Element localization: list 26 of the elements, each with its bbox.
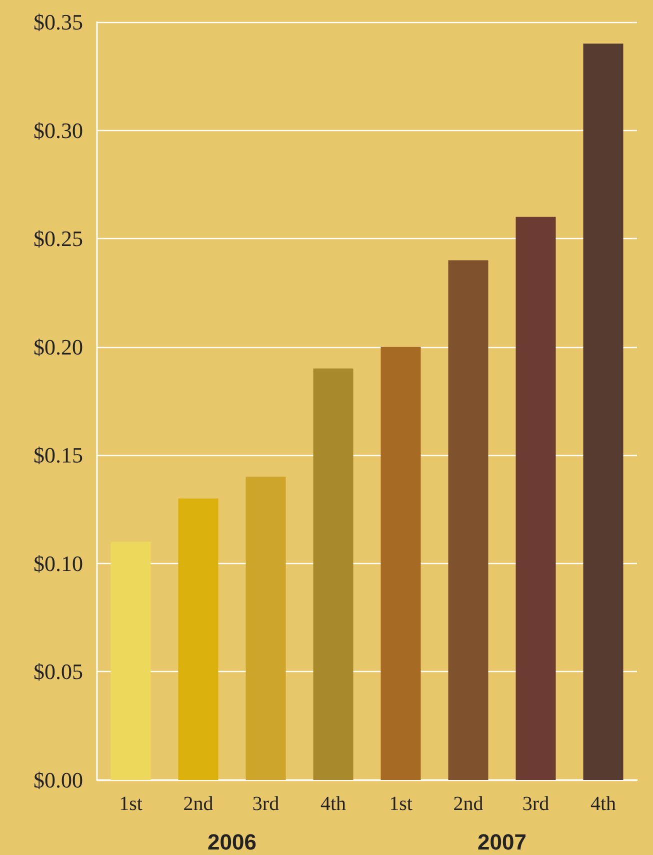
x-tick-label: 3rd: [252, 793, 280, 815]
bar: [516, 216, 556, 780]
bar: [110, 542, 151, 780]
bar: [583, 44, 624, 780]
text: 2007: [478, 830, 526, 854]
bar: [246, 476, 286, 780]
y-tick-label: $0.35: [34, 10, 83, 34]
y-tick-label: $0.05: [34, 659, 83, 684]
bar: [380, 346, 421, 780]
bar: [313, 368, 354, 780]
x-tick-label: 2nd: [453, 793, 484, 815]
x-tick-label: 1st: [389, 793, 413, 815]
y-tick-label: $0.30: [34, 118, 83, 143]
y-tick-label: $0.25: [34, 226, 83, 252]
x-tick-label: 1st: [119, 793, 143, 815]
x-tick-label: 2nd: [183, 793, 214, 815]
x-tick-label: 4th: [320, 793, 346, 815]
text: 2006: [208, 830, 256, 854]
y-tick-label: $0.20: [34, 334, 83, 360]
bar: [448, 260, 488, 780]
bar: [178, 498, 218, 780]
y-tick-label: $0.10: [34, 550, 83, 576]
x-tick-label: 3rd: [522, 793, 550, 815]
x-tick-label: 4th: [590, 793, 616, 815]
y-tick-label: $0.00: [34, 768, 83, 792]
y-tick-label: $0.15: [34, 442, 83, 468]
